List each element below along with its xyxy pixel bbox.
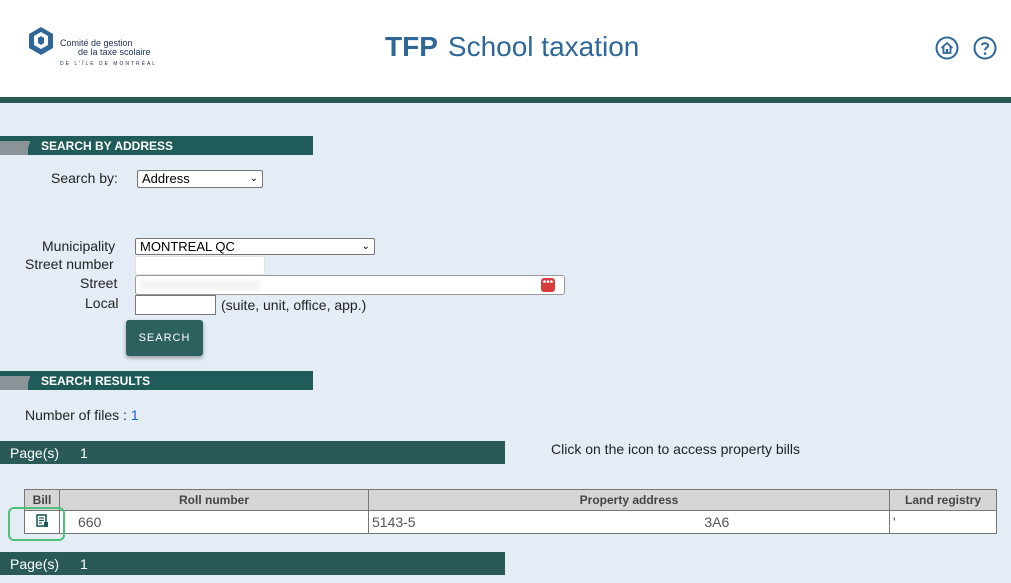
title-abbr: TFP xyxy=(385,31,438,62)
municipality-value: MONTREAL QC xyxy=(140,239,235,254)
files-count-label: Number of files : 1 xyxy=(25,407,139,423)
pagination-bottom: Page(s) 1 xyxy=(0,552,505,575)
chevron-down-icon: ⌄ xyxy=(249,173,258,184)
address-start: 5143-5 xyxy=(372,514,416,530)
page-link[interactable]: 1 xyxy=(80,556,88,572)
local-label: Local xyxy=(85,295,119,311)
logo-text: Comité de gestion de la taxe scolaire DE… xyxy=(60,39,157,69)
column-header: Property address xyxy=(368,489,890,511)
street-number-label: Street number xyxy=(25,256,114,272)
redacted-street xyxy=(140,280,260,290)
results-section-header: SEARCH RESULTS xyxy=(0,371,313,390)
table-row: 660 5143-5 3A6 ' xyxy=(24,510,997,534)
logo-line-1: Comité de gestion xyxy=(60,38,133,48)
page-link[interactable]: 1 xyxy=(80,445,88,461)
chevron-down-icon: ⌄ xyxy=(361,241,370,252)
logo-line-3: DE L'ÎLE DE MONTRÉAL xyxy=(60,61,158,67)
property-address-cell: 5143-5 3A6 xyxy=(368,510,890,534)
help-icon[interactable] xyxy=(973,36,997,60)
column-header: Bill xyxy=(24,489,60,511)
files-label: Number of files : xyxy=(25,407,127,423)
address-end: 3A6 xyxy=(704,514,730,530)
search-section-title: SEARCH BY ADDRESS xyxy=(41,139,174,153)
page-header: Comité de gestion de la taxe scolaire DE… xyxy=(0,0,1011,97)
bill-highlight xyxy=(8,507,65,541)
bills-hint: Click on the icon to access property bil… xyxy=(551,441,800,457)
search-by-select[interactable]: Address ⌄ xyxy=(137,170,263,188)
street-number-input[interactable] xyxy=(135,256,265,275)
search-by-value: Address xyxy=(142,171,190,186)
municipality-label: Municipality xyxy=(42,238,116,254)
results-table: Bill Roll number Property address Land r… xyxy=(24,489,997,534)
land-registry-cell: ' xyxy=(889,510,997,534)
search-section-header: SEARCH BY ADDRESS xyxy=(0,136,313,155)
table-header-row: Bill Roll number Property address Land r… xyxy=(24,489,997,511)
street-input[interactable]: ••• xyxy=(135,275,565,295)
header-divider xyxy=(0,97,1011,103)
local-input[interactable] xyxy=(135,295,216,315)
bill-icon[interactable] xyxy=(36,514,48,527)
roll-number: 660 xyxy=(78,514,102,530)
logo-line-2: de la taxe scolaire xyxy=(78,47,151,57)
search-by-label: Search by: xyxy=(51,170,118,186)
password-manager-icon[interactable]: ••• xyxy=(541,278,555,292)
files-count: 1 xyxy=(130,407,139,423)
search-button[interactable]: SEARCH xyxy=(126,320,203,356)
street-label: Street xyxy=(80,275,118,291)
column-header: Land registry xyxy=(889,489,997,511)
municipality-select[interactable]: MONTREAL QC ⌄ xyxy=(135,238,375,255)
local-hint: (suite, unit, office, app.) xyxy=(221,297,367,313)
roll-number-cell: 660 xyxy=(59,510,369,534)
column-header: Roll number xyxy=(59,489,369,511)
cgtsim-logo-icon xyxy=(29,27,53,55)
home-icon[interactable] xyxy=(935,36,959,60)
results-section-title: SEARCH RESULTS xyxy=(41,374,151,388)
pages-label: Page(s) xyxy=(10,556,60,572)
title-text: School taxation xyxy=(447,31,640,62)
page-title: TFP School taxation xyxy=(385,31,639,63)
pages-label: Page(s) xyxy=(10,445,60,461)
pagination-top: Page(s) 1 xyxy=(0,441,505,464)
bill-cell xyxy=(24,510,60,534)
